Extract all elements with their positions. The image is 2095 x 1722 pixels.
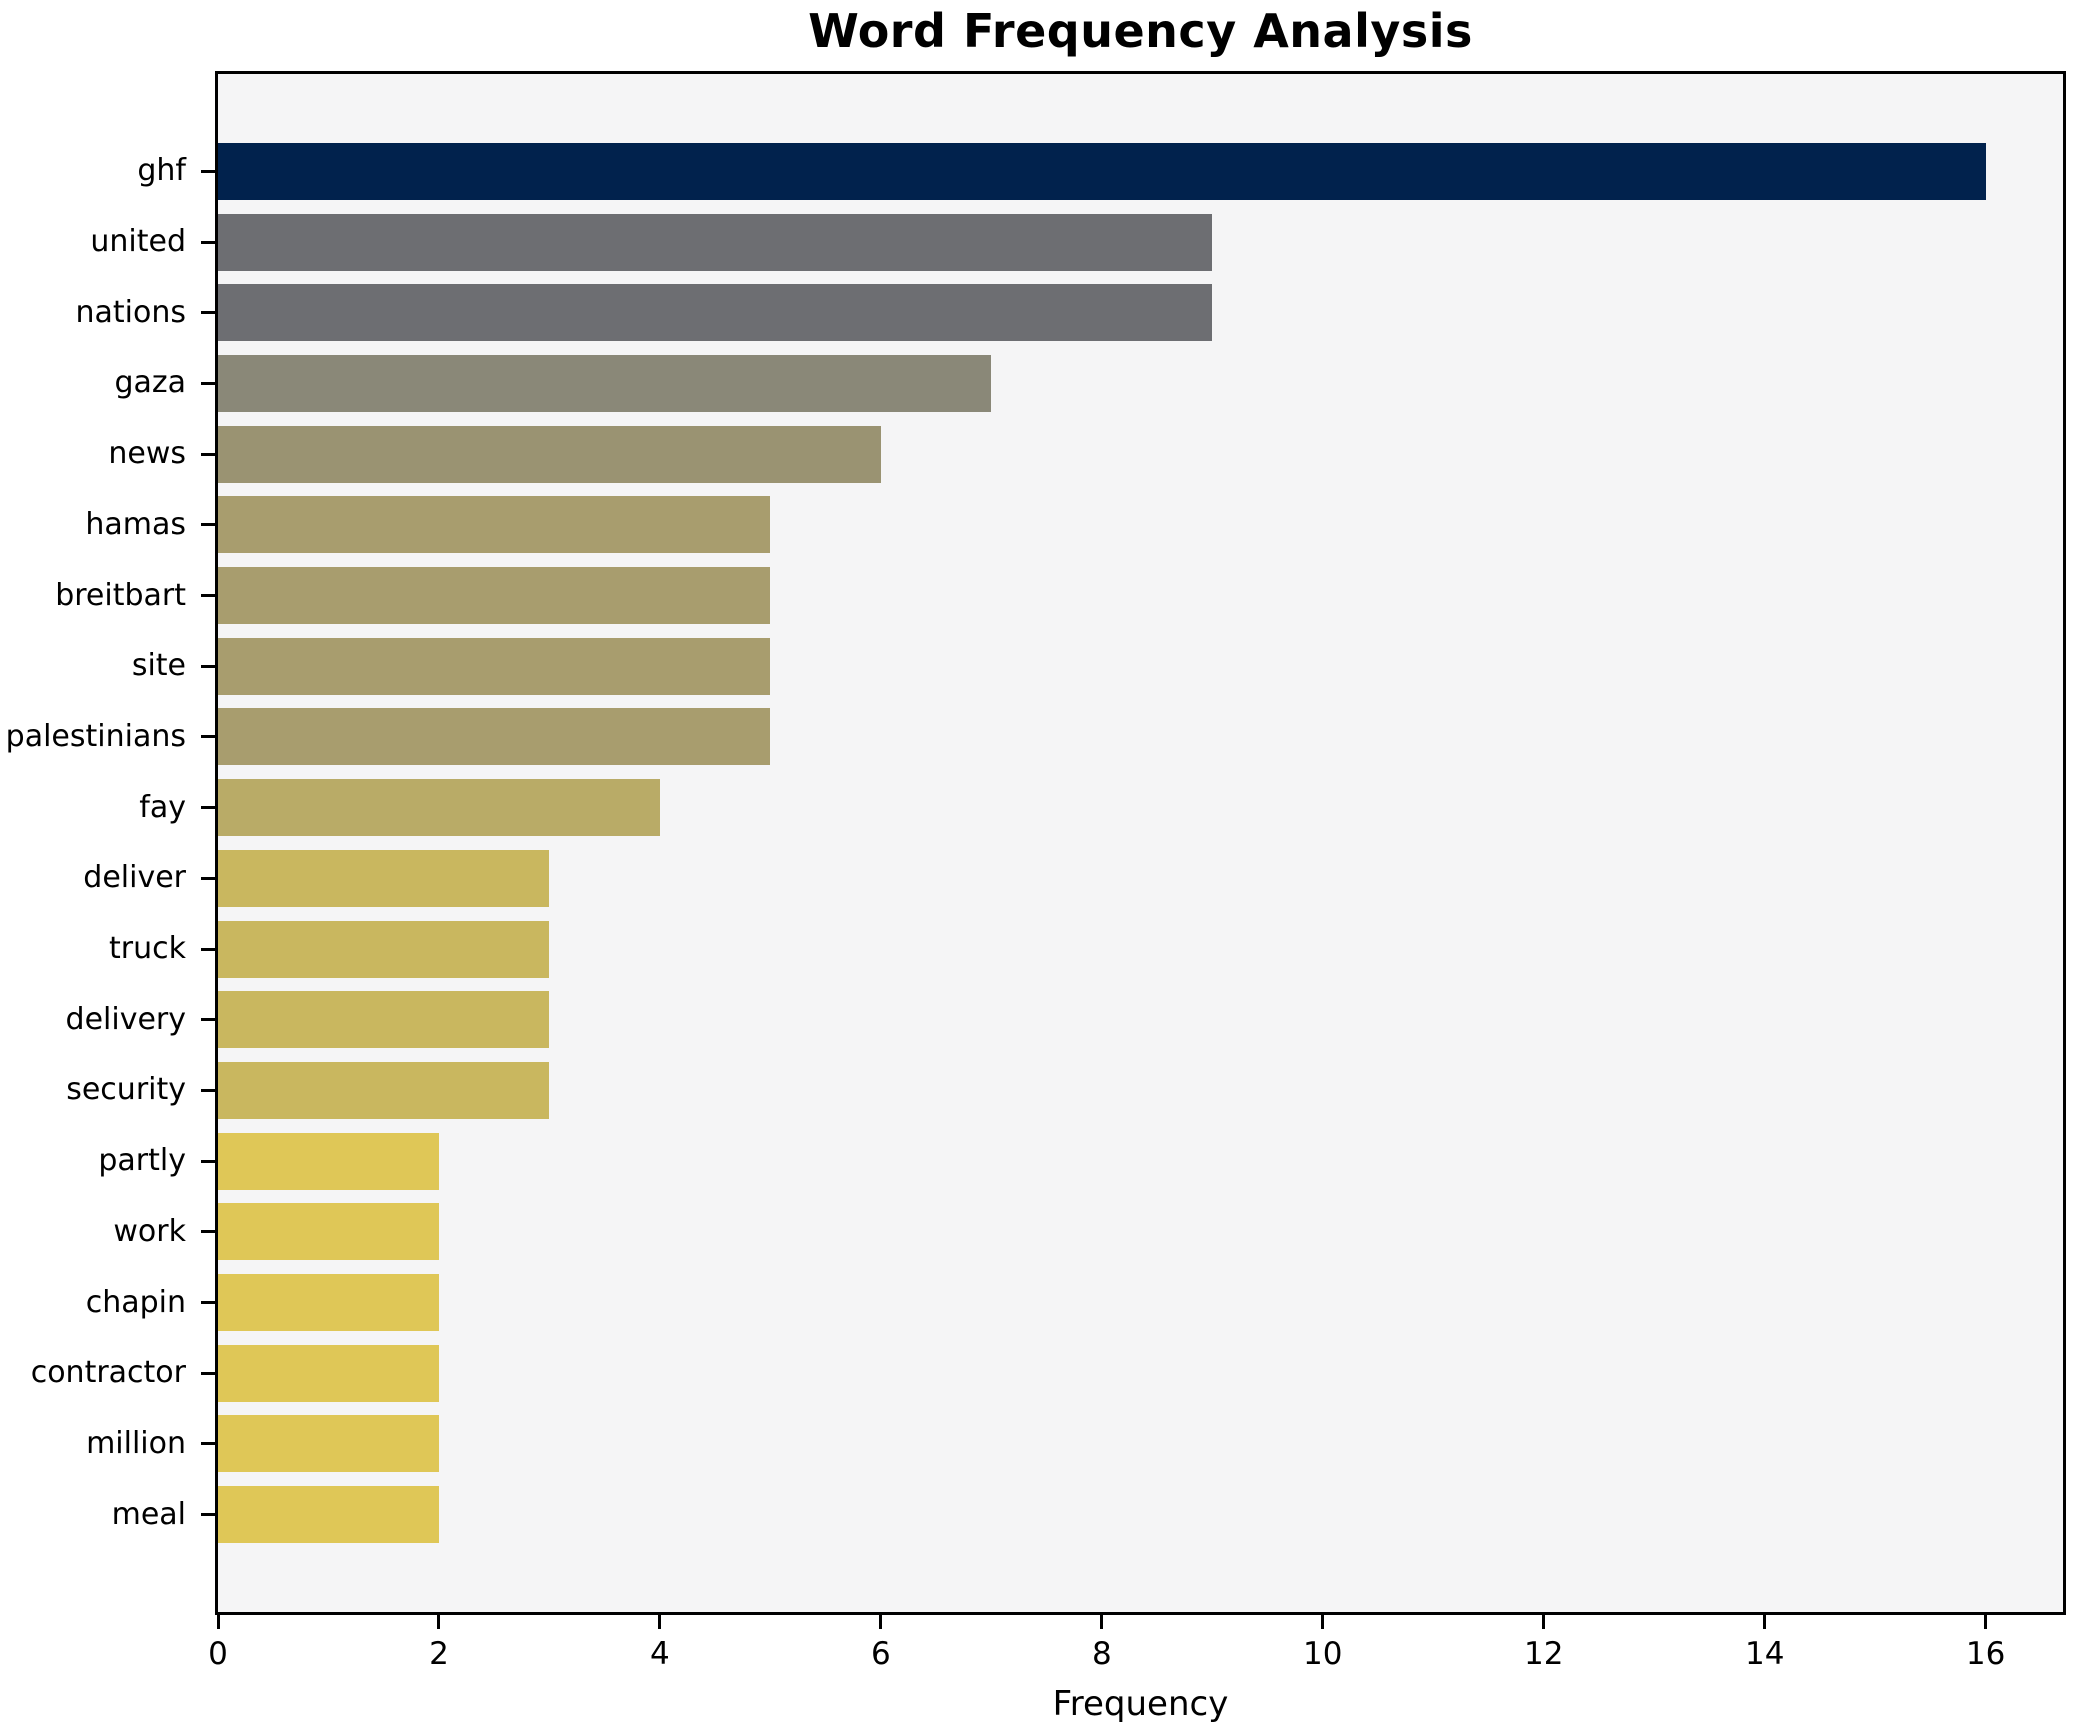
y-tick-mark: [201, 169, 215, 173]
y-tick-label-security: security: [66, 1072, 186, 1108]
bar-news: [218, 425, 881, 483]
y-tick-label-work: work: [113, 1213, 186, 1249]
y-tick-mark: [201, 1442, 215, 1446]
y-tick-label-truck: truck: [109, 931, 186, 967]
bar-ghf: [218, 142, 1986, 200]
y-tick-mark: [201, 240, 215, 244]
bar-contractor: [218, 1344, 439, 1402]
y-tick-label-chapin: chapin: [85, 1284, 186, 1320]
y-tick-mark: [201, 735, 215, 739]
y-tick-mark: [201, 1513, 215, 1517]
x-tick-label-16: 16: [1965, 1636, 2006, 1672]
y-tick-label-delivery: delivery: [65, 1001, 186, 1037]
y-tick-label-meal: meal: [111, 1496, 186, 1532]
x-tick-label-0: 0: [208, 1636, 228, 1672]
y-tick-label-ghf: ghf: [137, 153, 186, 189]
y-tick-mark: [201, 1301, 215, 1305]
y-tick-label-breitbart: breitbart: [55, 577, 186, 613]
x-tick-mark: [437, 1615, 441, 1629]
y-tick-mark: [201, 664, 215, 668]
y-tick-mark: [201, 381, 215, 385]
bar-deliver: [218, 849, 550, 907]
x-tick-label-2: 2: [429, 1636, 449, 1672]
y-tick-label-united: united: [90, 224, 186, 260]
y-tick-label-news: news: [108, 436, 186, 472]
x-tick-mark: [1542, 1615, 1546, 1629]
y-tick-mark: [201, 947, 215, 951]
y-tick-mark: [201, 1371, 215, 1375]
bar-delivery: [218, 991, 550, 1049]
bar-gaza: [218, 354, 992, 412]
bar-partly: [218, 1132, 439, 1190]
x-tick-label-14: 14: [1744, 1636, 1785, 1672]
bar-breitbart: [218, 567, 771, 625]
x-tick-label-12: 12: [1524, 1636, 1564, 1672]
bar-truck: [218, 920, 550, 978]
y-tick-label-partly: partly: [98, 1143, 186, 1179]
y-tick-mark: [201, 1088, 215, 1092]
x-tick-mark: [1984, 1615, 1988, 1629]
bar-united: [218, 213, 1213, 271]
bar-million: [218, 1415, 439, 1473]
y-tick-mark: [201, 311, 215, 315]
y-tick-label-deliver: deliver: [83, 860, 186, 896]
y-tick-label-million: million: [86, 1425, 186, 1461]
bar-site: [218, 637, 771, 695]
y-tick-mark: [201, 806, 215, 810]
chart-title: Word Frequency Analysis: [808, 4, 1473, 58]
y-tick-mark: [201, 876, 215, 880]
x-tick-mark: [216, 1615, 220, 1629]
y-tick-label-fay: fay: [139, 789, 186, 825]
x-tick-mark: [879, 1615, 883, 1629]
x-tick-label-10: 10: [1303, 1636, 1343, 1672]
bar-fay: [218, 779, 660, 837]
x-tick-mark: [1100, 1615, 1104, 1629]
y-tick-mark: [201, 594, 215, 598]
y-tick-label-palestinians: palestinians: [5, 718, 186, 754]
x-tick-label-6: 6: [870, 1636, 891, 1672]
x-tick-label-4: 4: [650, 1636, 670, 1672]
bar-meal: [218, 1486, 439, 1544]
y-tick-mark: [201, 1018, 215, 1022]
bar-security: [218, 1061, 550, 1119]
y-tick-mark: [201, 1230, 215, 1234]
x-tick-label-8: 8: [1091, 1636, 1112, 1672]
y-tick-mark: [201, 1159, 215, 1163]
y-tick-mark: [201, 523, 215, 527]
y-tick-label-nations: nations: [75, 294, 187, 330]
y-tick-label-contractor: contractor: [30, 1355, 186, 1391]
plot-area: ghf united nations gaza news hamas breitbart si…: [6, 71, 2066, 1722]
bar-palestinians: [218, 708, 771, 766]
y-tick-label-gaza: gaza: [114, 365, 186, 401]
x-axis-label: Frequency: [1052, 1684, 1229, 1722]
bar-nations: [218, 284, 1213, 342]
y-tick-label-hamas: hamas: [85, 506, 186, 542]
y-tick-mark: [201, 452, 215, 456]
y-tick-label-site: site: [131, 648, 186, 684]
x-tick-mark: [1763, 1615, 1767, 1629]
bar-work: [218, 1203, 439, 1261]
x-tick-mark: [1321, 1615, 1325, 1629]
x-tick-mark: [658, 1615, 662, 1629]
bar-chapin: [218, 1274, 439, 1332]
bar-hamas: [218, 496, 771, 554]
